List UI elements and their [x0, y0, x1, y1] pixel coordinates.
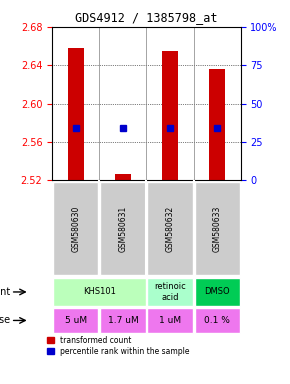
Bar: [115, 174, 131, 180]
FancyBboxPatch shape: [53, 308, 98, 333]
FancyBboxPatch shape: [100, 308, 146, 333]
FancyBboxPatch shape: [195, 278, 240, 306]
Text: dose: dose: [0, 315, 11, 326]
Text: 0.1 %: 0.1 %: [204, 316, 230, 325]
Text: KHS101: KHS101: [83, 288, 116, 296]
FancyBboxPatch shape: [147, 182, 193, 275]
Text: 1 uM: 1 uM: [159, 316, 181, 325]
Text: GSM580632: GSM580632: [166, 205, 175, 252]
Bar: [162, 51, 178, 180]
Text: GSM580633: GSM580633: [213, 205, 222, 252]
FancyBboxPatch shape: [195, 308, 240, 333]
Text: GSM580630: GSM580630: [71, 205, 80, 252]
Text: agent: agent: [0, 287, 11, 297]
Text: 1.7 uM: 1.7 uM: [108, 316, 138, 325]
FancyBboxPatch shape: [53, 278, 146, 306]
FancyBboxPatch shape: [100, 182, 146, 275]
Text: DMSO: DMSO: [204, 288, 230, 296]
Title: GDS4912 / 1385798_at: GDS4912 / 1385798_at: [75, 11, 218, 24]
FancyBboxPatch shape: [53, 182, 98, 275]
Legend: transformed count, percentile rank within the sample: transformed count, percentile rank withi…: [47, 336, 190, 356]
FancyBboxPatch shape: [195, 182, 240, 275]
Bar: [68, 48, 84, 180]
Text: 5 uM: 5 uM: [65, 316, 87, 325]
FancyBboxPatch shape: [147, 308, 193, 333]
FancyBboxPatch shape: [147, 278, 193, 306]
Text: retinoic
acid: retinoic acid: [154, 282, 186, 302]
Bar: [209, 69, 225, 180]
Text: GSM580631: GSM580631: [118, 205, 127, 252]
